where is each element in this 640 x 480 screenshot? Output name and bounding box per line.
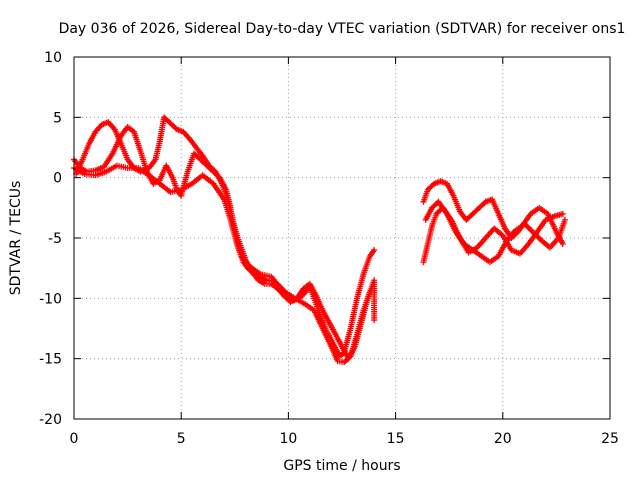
data-point-interpolated [247, 263, 254, 270]
y-tick-label: -15 [39, 352, 62, 368]
y-tick-label: 10 [44, 50, 62, 66]
data-point [371, 317, 378, 324]
data-point [559, 241, 566, 248]
x-tick-label: 0 [70, 431, 79, 447]
x-tick-label: 15 [387, 431, 405, 447]
x-axis-label: GPS time / hours [283, 458, 400, 474]
y-tick-label: -10 [39, 291, 62, 307]
data-point [371, 247, 378, 254]
y-tick-label: 5 [53, 110, 62, 126]
series-track-6 [422, 198, 566, 266]
y-axis-label: SDTVAR / TECUs [8, 181, 24, 296]
data-point-interpolated [525, 224, 532, 231]
y-axis-tick-labels: -20 -15 -10 -5 0 5 10 [39, 50, 62, 428]
plot-frame [73, 56, 611, 420]
y-tick-label: -20 [39, 412, 62, 428]
x-tick-label: 5 [177, 431, 186, 447]
data-point [561, 216, 568, 223]
data-point-interpolated [526, 226, 533, 233]
x-tick-label: 10 [279, 431, 297, 447]
chart-title: Day 036 of 2026, Sidereal Day-to-day VTE… [59, 21, 626, 37]
series-track-5 [420, 178, 568, 251]
x-tick-label: 25 [601, 431, 619, 447]
data-point [559, 210, 566, 217]
data-points [71, 114, 568, 366]
data-point-interpolated [528, 227, 535, 234]
series-track-3 [71, 162, 373, 366]
data-point [366, 289, 373, 296]
y-tick-label: -5 [48, 231, 62, 247]
y-tick-label: 0 [53, 171, 62, 187]
data-point-interpolated [346, 354, 353, 361]
x-tick-label: 20 [494, 431, 512, 447]
x-axis-tick-labels: 0 5 10 15 20 25 [70, 431, 619, 447]
